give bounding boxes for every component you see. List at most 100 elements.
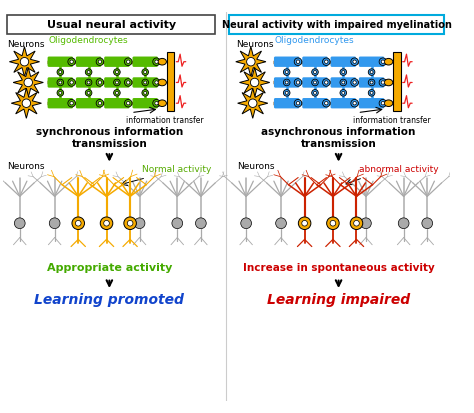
Circle shape <box>49 218 60 229</box>
Circle shape <box>296 81 300 84</box>
Circle shape <box>134 218 145 229</box>
Polygon shape <box>237 88 268 118</box>
Circle shape <box>114 79 120 86</box>
FancyBboxPatch shape <box>274 98 300 108</box>
Circle shape <box>68 79 75 86</box>
Circle shape <box>87 71 90 74</box>
Circle shape <box>285 91 288 94</box>
Circle shape <box>241 218 252 229</box>
FancyBboxPatch shape <box>229 16 444 34</box>
Circle shape <box>296 60 300 64</box>
Circle shape <box>354 221 359 226</box>
Circle shape <box>153 58 160 66</box>
Circle shape <box>381 60 384 64</box>
Circle shape <box>125 58 132 66</box>
Circle shape <box>155 102 158 105</box>
Circle shape <box>340 79 346 86</box>
Circle shape <box>379 58 387 66</box>
Circle shape <box>98 60 101 64</box>
Circle shape <box>155 60 158 64</box>
Circle shape <box>96 58 104 66</box>
Text: Oligodendrocytes: Oligodendrocytes <box>274 36 354 45</box>
Text: information transfer: information transfer <box>353 116 430 126</box>
FancyBboxPatch shape <box>132 57 158 67</box>
Circle shape <box>24 78 33 87</box>
Circle shape <box>116 71 118 74</box>
FancyBboxPatch shape <box>47 98 73 108</box>
Circle shape <box>361 218 371 229</box>
Circle shape <box>325 102 328 105</box>
Circle shape <box>125 100 132 107</box>
FancyBboxPatch shape <box>330 98 356 108</box>
Circle shape <box>370 81 373 84</box>
Circle shape <box>57 90 64 96</box>
Circle shape <box>127 81 130 84</box>
Circle shape <box>116 81 118 84</box>
Circle shape <box>250 78 259 87</box>
Circle shape <box>398 218 409 229</box>
Circle shape <box>353 102 356 105</box>
FancyBboxPatch shape <box>302 77 328 88</box>
Circle shape <box>70 60 73 64</box>
Circle shape <box>153 79 160 86</box>
Bar <box>393 52 401 111</box>
Circle shape <box>57 79 64 86</box>
Circle shape <box>379 100 387 107</box>
Text: information transfer: information transfer <box>127 116 204 126</box>
Circle shape <box>340 90 346 96</box>
Circle shape <box>422 218 433 229</box>
Text: Neural activity with impaired myelination: Neural activity with impaired myelinatio… <box>222 20 452 30</box>
Circle shape <box>68 58 75 66</box>
Circle shape <box>144 91 146 94</box>
FancyBboxPatch shape <box>76 98 101 108</box>
FancyBboxPatch shape <box>47 77 73 88</box>
FancyBboxPatch shape <box>330 77 356 88</box>
Circle shape <box>322 58 330 66</box>
Circle shape <box>327 217 339 230</box>
Circle shape <box>313 71 317 74</box>
Circle shape <box>144 71 146 74</box>
Circle shape <box>313 81 317 84</box>
Circle shape <box>351 79 358 86</box>
Circle shape <box>125 79 132 86</box>
Circle shape <box>368 79 375 86</box>
Text: Normal activity: Normal activity <box>142 165 212 174</box>
Circle shape <box>85 79 92 86</box>
Circle shape <box>340 69 346 76</box>
Circle shape <box>59 71 62 74</box>
Circle shape <box>381 102 384 105</box>
Text: transmission: transmission <box>72 139 147 149</box>
Polygon shape <box>9 47 39 77</box>
Circle shape <box>98 102 101 105</box>
Circle shape <box>312 69 318 76</box>
Circle shape <box>70 81 73 84</box>
Circle shape <box>285 81 288 84</box>
Text: Neurons: Neurons <box>8 162 45 171</box>
Circle shape <box>312 79 318 86</box>
FancyBboxPatch shape <box>302 98 328 108</box>
Circle shape <box>75 221 81 226</box>
Circle shape <box>72 217 84 230</box>
Circle shape <box>87 81 90 84</box>
Circle shape <box>85 90 92 96</box>
Circle shape <box>22 99 31 107</box>
FancyBboxPatch shape <box>132 98 158 108</box>
Circle shape <box>294 79 302 86</box>
Circle shape <box>246 57 255 66</box>
Circle shape <box>325 60 328 64</box>
Circle shape <box>127 102 130 105</box>
Circle shape <box>294 100 302 107</box>
Circle shape <box>142 90 148 96</box>
FancyBboxPatch shape <box>359 57 384 67</box>
Circle shape <box>325 81 328 84</box>
Circle shape <box>114 90 120 96</box>
Circle shape <box>312 90 318 96</box>
Circle shape <box>353 81 356 84</box>
FancyBboxPatch shape <box>104 98 130 108</box>
FancyBboxPatch shape <box>359 77 384 88</box>
Text: abnormal activity: abnormal activity <box>359 165 439 174</box>
Text: Increase in spontaneous activity: Increase in spontaneous activity <box>243 263 435 273</box>
Circle shape <box>153 100 160 107</box>
Circle shape <box>96 100 104 107</box>
Circle shape <box>342 71 345 74</box>
